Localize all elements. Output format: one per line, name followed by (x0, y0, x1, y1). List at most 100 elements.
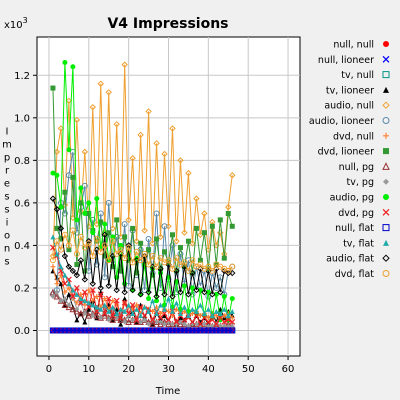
data-point (221, 323, 227, 329)
data-point (201, 288, 208, 296)
y-axis-label-letter: s (4, 257, 9, 268)
data-point (225, 327, 232, 334)
y-tick-label: 1.2 (14, 71, 30, 82)
data-point (77, 208, 85, 215)
y-axis-label-letter: e (4, 179, 10, 190)
data-point (53, 206, 61, 213)
y-multiplier-base: x10 (4, 20, 23, 31)
data-point (145, 261, 152, 268)
data-point (118, 306, 124, 312)
y-tick-label: 0.6 (14, 198, 30, 209)
data-point (109, 327, 116, 334)
data-point (169, 293, 176, 300)
data-point (146, 308, 152, 314)
data-point (122, 308, 128, 314)
y-tick-label: 1.0 (14, 113, 30, 124)
data-point (162, 249, 168, 255)
data-point (62, 289, 68, 295)
data-point (114, 310, 120, 316)
data-point (77, 257, 85, 264)
data-point (65, 97, 73, 105)
data-point (105, 327, 112, 334)
data-point (113, 286, 120, 294)
legend-item: audio, lioneer (309, 116, 390, 127)
x-tick-label: 40 (202, 364, 215, 375)
data-point (57, 246, 64, 253)
data-point (97, 327, 104, 334)
data-point (58, 236, 64, 242)
data-point (117, 314, 124, 321)
data-point (185, 267, 192, 274)
data-point (177, 310, 183, 316)
data-point (125, 244, 132, 251)
data-point (158, 302, 164, 308)
data-point (69, 293, 76, 300)
data-point (229, 319, 236, 325)
data-point (101, 311, 109, 319)
legend-label: tv, null (341, 70, 374, 81)
data-point (145, 108, 152, 115)
data-point (205, 263, 212, 270)
data-point (54, 289, 60, 295)
data-point (146, 296, 152, 302)
data-point (189, 306, 195, 312)
data-point (213, 291, 219, 297)
legend-marker (382, 208, 390, 216)
data-point (205, 323, 211, 329)
data-point (105, 199, 112, 206)
data-point (193, 308, 199, 314)
data-point (205, 319, 212, 325)
legend-item: dvd, pg (338, 208, 390, 219)
data-point (137, 131, 144, 139)
data-point (113, 250, 120, 257)
series-line (52, 88, 233, 276)
x-tick-label: 60 (282, 364, 295, 375)
data-point (49, 195, 57, 202)
data-point (50, 293, 56, 299)
data-point (189, 319, 196, 325)
data-point (69, 327, 76, 334)
data-point (185, 238, 191, 244)
data-point (53, 292, 61, 300)
data-point (90, 302, 96, 308)
data-point (50, 85, 56, 91)
legend-item: audio, pg (330, 193, 389, 204)
data-point (121, 221, 128, 228)
data-point (90, 230, 96, 236)
data-point (209, 223, 215, 229)
data-point (82, 310, 88, 316)
data-point (97, 248, 104, 255)
data-point (73, 271, 81, 279)
data-point (221, 255, 227, 261)
legend-item: tv, null (341, 70, 390, 81)
data-point (145, 236, 152, 243)
data-point (217, 288, 224, 296)
y-axis-label-letter: n (4, 244, 10, 255)
data-point (125, 310, 132, 317)
data-point (121, 299, 128, 306)
series-layer (49, 60, 236, 334)
data-point (177, 327, 184, 334)
data-point (70, 64, 76, 70)
data-point (173, 237, 180, 245)
data-point (85, 240, 92, 247)
data-point (94, 304, 100, 310)
data-point (221, 319, 228, 325)
data-point (98, 315, 104, 321)
axes: 0 10 20 30 40 50 60 0.0 0.2 0.4 0.6 0.8 1.0 1.2 (14, 71, 294, 375)
data-point (117, 316, 124, 323)
data-point (118, 242, 124, 248)
data-point (229, 308, 235, 314)
legend-marker (382, 55, 390, 63)
data-point (153, 140, 160, 147)
data-point (137, 291, 144, 298)
data-point (225, 267, 232, 274)
data-point (145, 288, 152, 296)
data-point (121, 61, 128, 68)
data-point (225, 203, 232, 211)
y-tick-label: 0.0 (14, 326, 30, 337)
x-axis-label: Time (155, 386, 180, 397)
data-point (165, 257, 172, 264)
data-point (89, 287, 96, 293)
data-point (77, 327, 84, 334)
